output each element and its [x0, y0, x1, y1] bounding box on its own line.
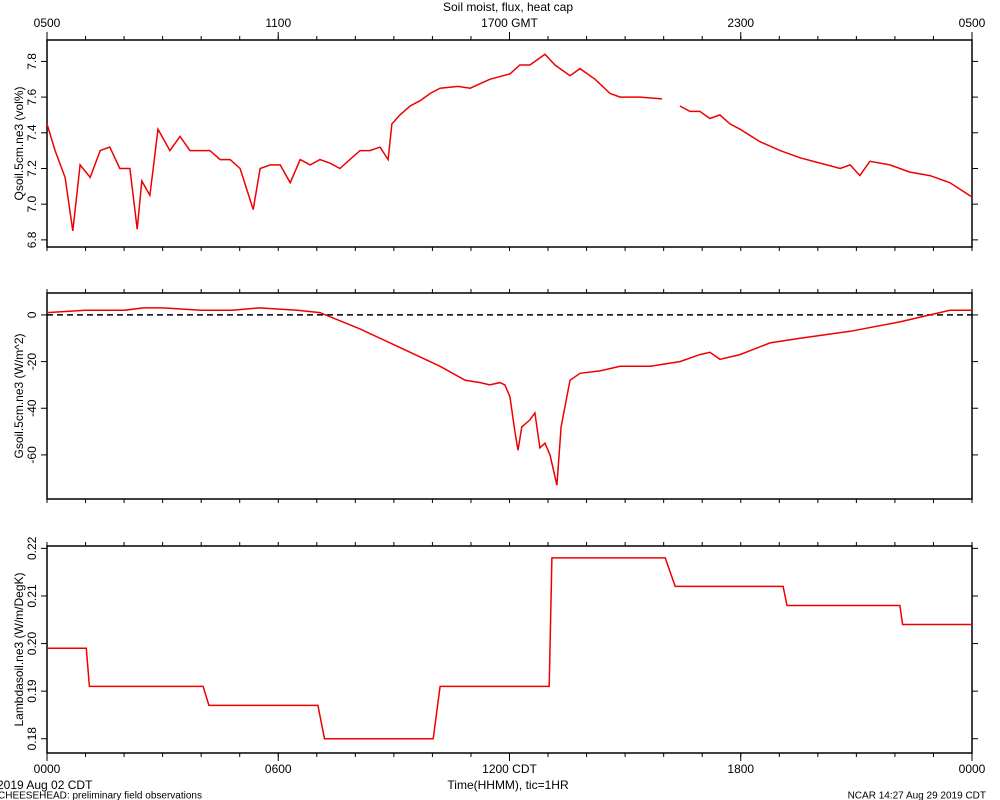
x-tick-label: 1200 CDT — [482, 762, 537, 776]
y-tick-label: 7.6 — [25, 88, 39, 105]
top-x-tick-label: 0500 — [959, 16, 986, 30]
y-tick-label: 0.22 — [25, 536, 39, 560]
data-line — [46, 307, 972, 486]
y-tick-label: 0.20 — [25, 632, 39, 656]
y-tick-label: 7.4 — [25, 124, 39, 141]
y-tick-label: 7.2 — [25, 160, 39, 177]
y-axis-label: Gsoil.5cm.ne3 (W/m^2) — [12, 334, 26, 459]
x-tick-label: 0000 — [959, 762, 986, 776]
y-tick-label: -20 — [25, 353, 39, 371]
y-axis-label: Qsoil.5cm.ne3 (vol%) — [12, 86, 26, 200]
chart-title: Soil moist, flux, heat cap — [443, 0, 573, 14]
top-x-tick-label: 1100 — [265, 16, 291, 30]
y-tick-label: 7.0 — [25, 196, 39, 213]
top-x-tick-label: 2300 — [727, 16, 754, 30]
y-tick-label: 0.21 — [25, 584, 39, 608]
x-tick-label: 0000 — [34, 762, 61, 776]
date-label: 2019 Aug 02 CDT — [0, 778, 93, 792]
y-tick-label: 0.18 — [25, 727, 39, 751]
top-x-tick-label: 0500 — [34, 16, 61, 30]
plot-frame — [46, 545, 973, 754]
x-tick-label: 1800 — [727, 762, 754, 776]
y-tick-label: 0 — [25, 311, 39, 318]
x-tick-label: 0600 — [265, 762, 292, 776]
y-tick-label: -60 — [25, 446, 39, 464]
y-tick-label: 6.8 — [25, 231, 39, 248]
y-tick-label: 0.19 — [25, 679, 39, 703]
x-axis-label: Time(HHMM), tic=1HR — [447, 778, 569, 792]
footer-left: CHEESEHEAD: preliminary field observatio… — [0, 791, 202, 800]
y-axis-label: Lambdasoil.ne3 (W/m/DegK) — [12, 572, 26, 726]
y-tick-label: -40 — [25, 399, 39, 417]
y-tick-label: 7.8 — [25, 53, 39, 70]
top-x-tick-label: 1700 GMT — [481, 16, 538, 30]
data-line — [47, 557, 972, 740]
footer-right: NCAR 14:27 Aug 29 2019 CDT — [848, 791, 986, 800]
data-line — [46, 53, 973, 232]
